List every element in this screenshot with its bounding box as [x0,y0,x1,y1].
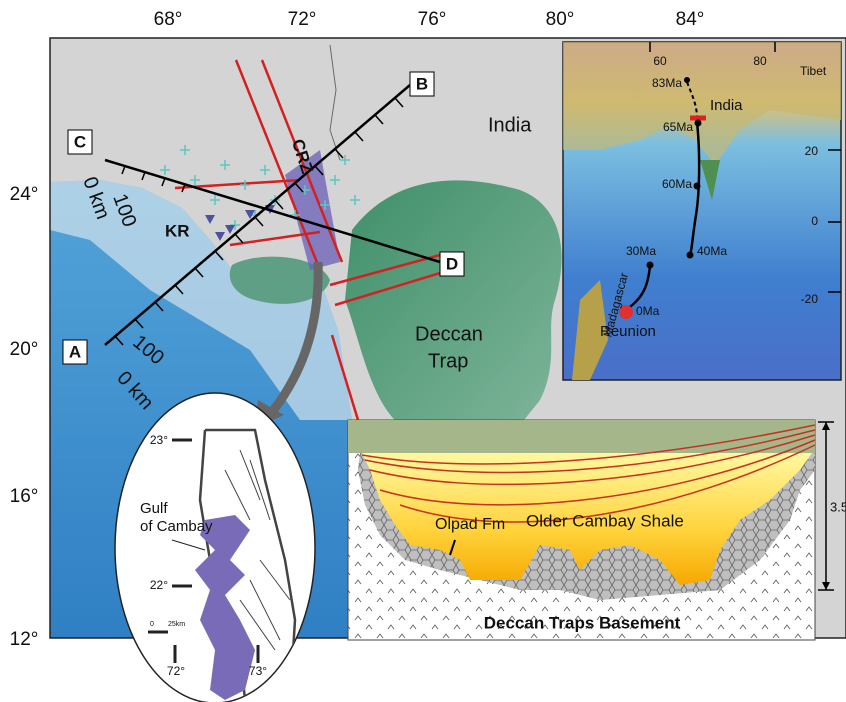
oval-lat-label: 23° [150,433,168,447]
lat-label: 16° [10,486,39,507]
gulf-label: Gulf [140,500,168,517]
lon-label: 68° [154,9,183,30]
formation-label: Olpad Fm [435,516,505,533]
basement-label: Deccan Traps Basement [484,613,681,632]
oval-lon-label: 72° [167,664,185,678]
oval-lat-label: 22° [150,578,168,592]
inset-lon-label: 80 [753,54,767,68]
inset-lat-label: 20 [805,144,819,158]
inset-lat-label: -20 [801,292,819,306]
inset-label: Tibet [800,64,827,78]
gulf-label: of Cambay [140,518,213,535]
age-label: 83Ma [652,76,682,90]
point-label: D [446,254,458,273]
inset-label: India [710,97,743,114]
lon-label: 72° [288,9,317,30]
age-label: 0Ma [636,304,660,318]
age-label: 30Ma [626,244,656,258]
point-label: B [416,74,428,93]
inset-lon-label: 60 [653,54,667,68]
scale-label: 25km [168,621,185,628]
inset-lat-label: 0 [811,214,818,228]
lon-label: 84° [676,9,705,30]
age-label: 40Ma [697,244,727,258]
lat-label: 20° [10,339,39,360]
oval-lon-label: 73° [249,664,267,678]
point-label: A [69,342,81,361]
formation-label: Older Cambay Shale [526,511,684,530]
deccan-label: Deccan [415,323,483,345]
thickness-label: 3.5km [830,499,846,514]
kr-label: KR [165,221,190,240]
age-label: 60Ma [662,177,692,191]
point-label: C [74,132,86,151]
lat-label: 24° [10,184,39,205]
deccan-label: Trap [428,350,468,372]
lon-label: 80° [546,9,575,30]
scale-label: 0 [150,621,154,628]
age-label: 65Ma [663,120,693,134]
figure: A B C D 0 km 100 0 km 100 CRZ KR India D… [0,0,846,702]
region-label: India [488,114,532,136]
inset-label: Reunion [600,323,656,340]
lat-label: 12° [10,629,39,650]
lon-label: 76° [418,9,447,30]
